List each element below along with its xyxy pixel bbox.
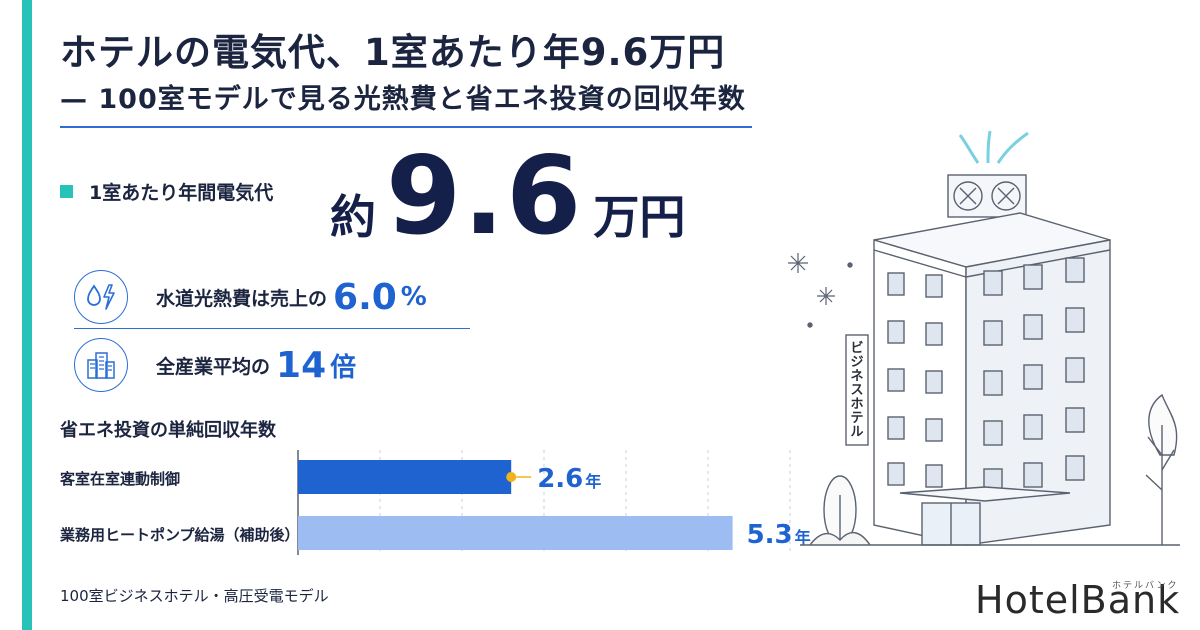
hotelbank-logo-kana: ホテルバンク (1112, 581, 1179, 591)
chart-bar-marker (506, 472, 517, 482)
chart-data-label: 2.6 年 (537, 464, 601, 494)
chart-bar (298, 460, 512, 494)
kpi-value: 約 9.6 万円 (330, 143, 685, 251)
title-divider (60, 126, 752, 128)
stat-unit: 倍 (330, 352, 357, 383)
stat-industry-ratio: 全産業平均の 14 倍 (74, 338, 356, 392)
stat-text: 水道光熱費は売上の (156, 287, 328, 310)
bar-category-label: 客室在室連動制御 (60, 470, 181, 488)
stat-number: 14 (276, 344, 327, 386)
water-electricity-icon (74, 270, 128, 324)
stat-text: 全産業平均の (156, 355, 271, 378)
kpi-unit: 万円 (593, 190, 686, 244)
buildings-icon (74, 338, 128, 392)
stat-utilities-share: 水道光熱費は売上の 6.0 % (74, 270, 427, 324)
kpi-prefix: 約 (330, 190, 376, 244)
kpi-label: 1室あたり年間電気代 (60, 178, 273, 205)
hotelbank-logo: HotelBank (975, 578, 1181, 622)
page-title: ホテルの電気代、1室あたり年9.6万円 (60, 31, 726, 74)
bar-category-label: 業務用ヒートポンプ給湯（補助後） (60, 526, 300, 544)
page-subtitle: — 100室モデルで見る光熱費と省エネ投資の回収年数 (60, 84, 746, 115)
stat-divider (74, 328, 470, 329)
kpi-label-text: 1室あたり年間電気代 (89, 182, 274, 204)
hotel-illustration (788, 130, 1180, 546)
stat-unit: % (400, 282, 427, 312)
stat-number: 6.0 (333, 276, 397, 318)
kpi-number: 9.6 (386, 134, 584, 259)
kpi-bullet-icon (60, 185, 73, 198)
chart-bar (298, 516, 733, 550)
chart-title: 省エネ投資の単純回収年数 (60, 420, 276, 441)
chart-data-label: 5.3 年 (747, 520, 811, 550)
accent-bar (22, 0, 32, 630)
hotel-sign-text: ビジネスホテル (850, 341, 864, 440)
footnote: 100室ビジネスホテル・高圧受電モデル (60, 587, 329, 605)
